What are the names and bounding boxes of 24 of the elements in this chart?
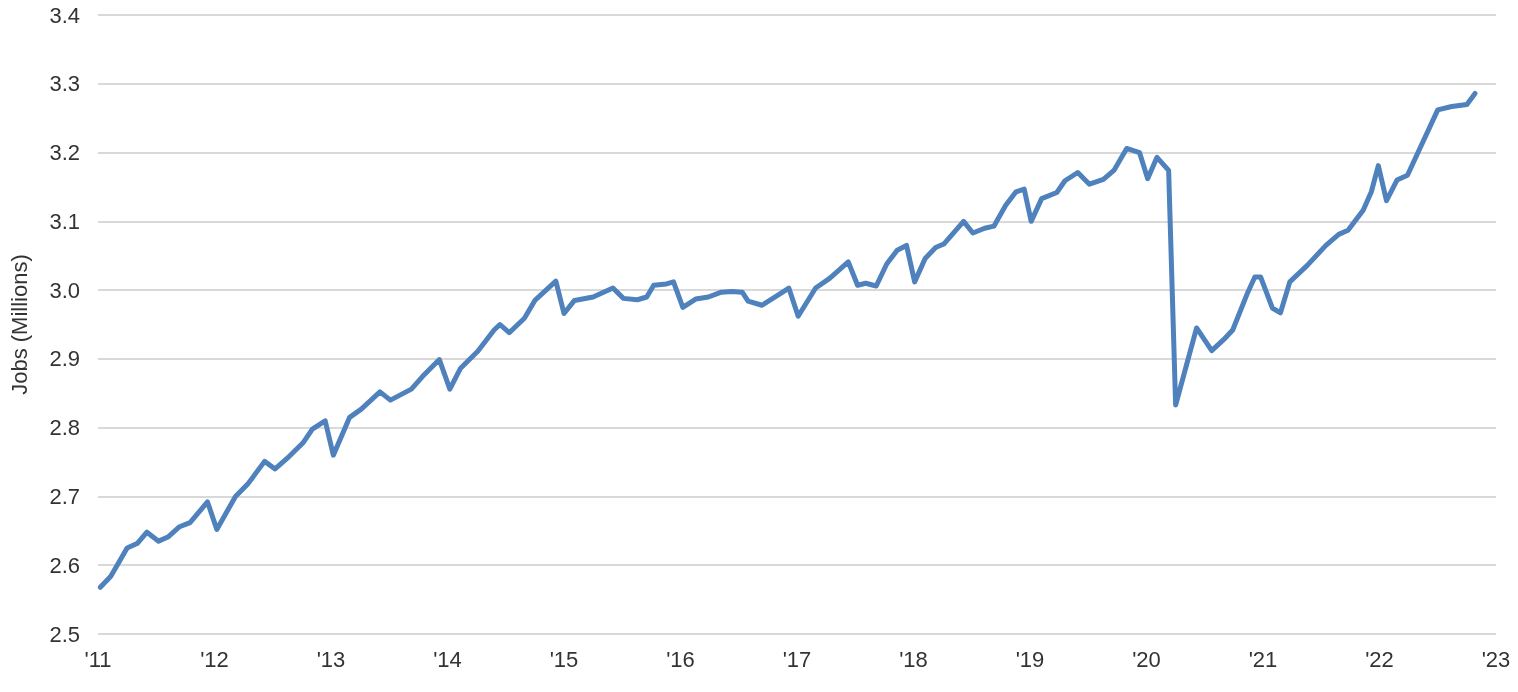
x-tick-label: '23 [1481,646,1511,672]
y-tick-label: 2.5 [49,621,80,647]
x-tick-label: '15 [549,646,579,672]
y-tick-label: 3.1 [49,208,80,234]
y-tick-label: 2.8 [49,415,80,441]
y-tick-label: 3.4 [49,2,80,28]
x-tick-label: '17 [782,646,812,672]
y-tick-label: 2.9 [49,346,80,372]
y-tick-label: 3.0 [49,277,80,303]
x-tick-label: '22 [1365,646,1394,672]
y-tick-label: 2.6 [49,552,80,578]
x-tick-label: '11 [84,646,112,672]
x-tick-label: '13 [316,646,346,672]
x-tick-label: '18 [899,646,928,672]
x-tick-label: '16 [666,646,695,672]
x-tick-label: '21 [1248,646,1278,672]
y-tick-label: 3.3 [49,71,80,97]
x-tick-label: '12 [200,646,229,672]
y-tick-label: 3.2 [49,140,80,166]
x-tick-label: '19 [1015,646,1045,672]
y-tick-label: 2.7 [49,483,80,509]
y-axis-title: Jobs (Millions) [6,254,32,395]
x-tick-label: '14 [433,646,462,672]
x-tick-label: '20 [1132,646,1161,672]
